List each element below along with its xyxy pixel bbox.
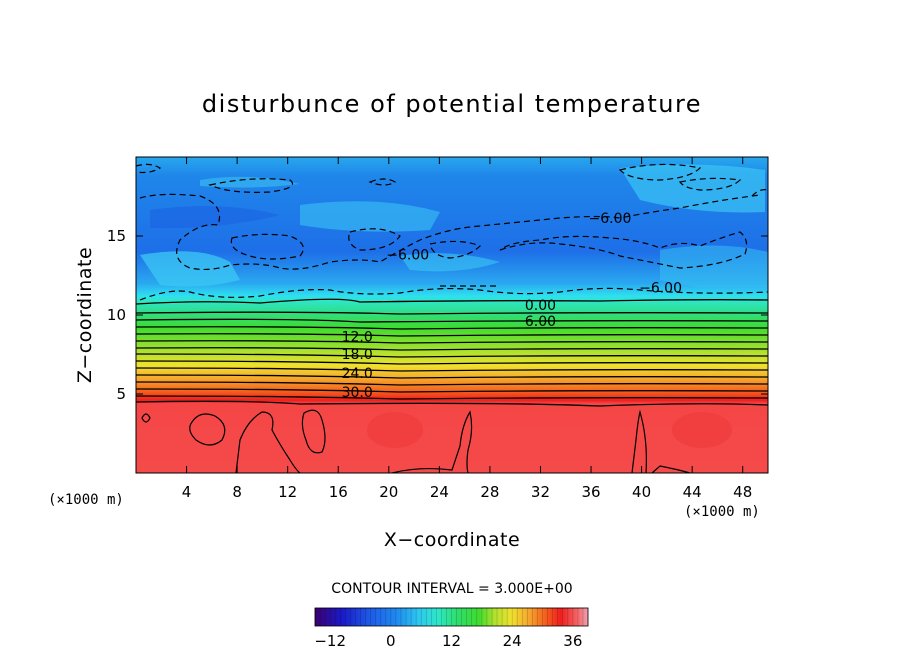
contour-interval-text: CONTOUR INTERVAL = 3.000E+00 <box>331 581 572 597</box>
x-tick-label: 4 <box>182 483 192 501</box>
colorbar-ticks: −12 0 12 24 36 <box>314 608 589 650</box>
upper-field-patches <box>140 164 768 291</box>
contour-label: 18.0 <box>342 347 373 363</box>
x-tick-label: 36 <box>581 483 600 501</box>
colorbar-tick-label: 36 <box>563 632 582 650</box>
colorbar-tick-label: 0 <box>386 632 396 650</box>
x-tick-label: 32 <box>531 483 550 501</box>
contour-label: −6.00 <box>589 211 632 227</box>
x-tick-label: 20 <box>379 483 398 501</box>
colorbar-tick-label: 24 <box>503 632 522 650</box>
colorbar <box>314 607 589 627</box>
x-tick-label: 16 <box>329 483 348 501</box>
x-tick-label: 12 <box>278 483 297 501</box>
contour-label: −6.00 <box>639 281 682 297</box>
x-unit-label-right: (×1000 m) <box>684 504 760 520</box>
y-tick-label: 15 <box>107 227 126 245</box>
y-axis-ticks: 5 10 15 <box>107 227 768 403</box>
field-fill <box>136 157 768 473</box>
y-axis-label: Z−coordinate <box>74 247 96 383</box>
colorbar-tick-label: −12 <box>314 632 346 650</box>
y-tick-label: 10 <box>107 306 126 324</box>
dashed-contours <box>136 163 768 301</box>
contour-label: 30.0 <box>342 385 373 401</box>
contour-label: 6.00 <box>525 314 556 330</box>
contour-label: 24.0 <box>342 366 373 382</box>
x-unit-label-left: (×1000 m) <box>48 492 124 508</box>
x-tick-label: 40 <box>632 483 651 501</box>
contour-labels: −6.00 −6.00 −6.00 0.006.00 12.018.0 24.0 30.0 <box>342 211 682 401</box>
x-axis-label: X−coordinate <box>384 529 520 551</box>
y-tick-label: 5 <box>116 385 126 403</box>
contour-label: 12.0 <box>342 330 373 346</box>
warm-core-1 <box>367 412 423 448</box>
x-tick-label: 48 <box>733 483 752 501</box>
plot-area <box>136 157 768 473</box>
x-axis-ticks: 4 8 12 16 20 24 28 32 36 40 44 48 <box>182 157 752 501</box>
x-tick-label: 44 <box>683 483 702 501</box>
x-tick-label: 28 <box>480 483 499 501</box>
lower-contours <box>141 409 691 473</box>
colorbar-tick-label: 12 <box>442 632 461 650</box>
x-tick-label: 8 <box>232 483 242 501</box>
warm-core-2 <box>672 412 732 448</box>
solid-contours <box>136 298 768 407</box>
chart-title: disturbunce of potential temperature <box>202 90 702 118</box>
x-tick-label: 24 <box>430 483 449 501</box>
contour-label: 0.00 <box>525 298 556 314</box>
contour-label: −6.00 <box>386 248 429 264</box>
